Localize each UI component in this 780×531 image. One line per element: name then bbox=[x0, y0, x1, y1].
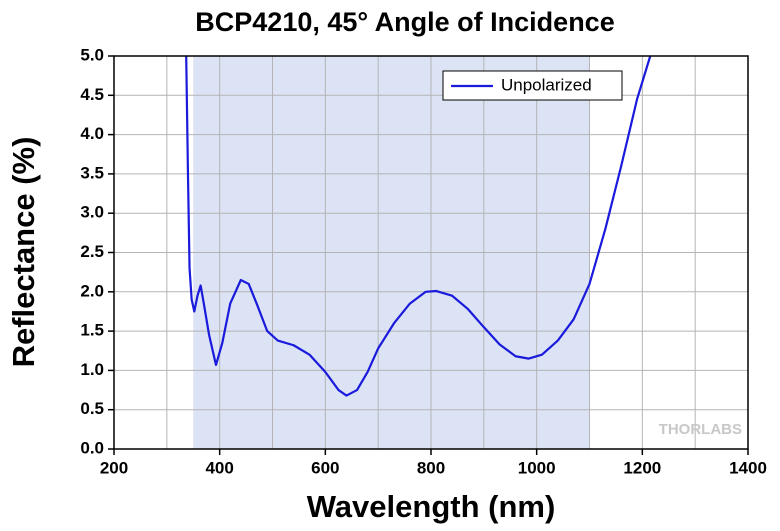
y-tick-label: 3.5 bbox=[80, 163, 104, 182]
x-tick-label: 600 bbox=[311, 458, 339, 477]
x-tick-label: 1000 bbox=[518, 458, 556, 477]
x-tick-label: 400 bbox=[205, 458, 233, 477]
y-tick-label: 1.0 bbox=[80, 360, 104, 379]
plot-area bbox=[185, 56, 652, 397]
y-tick-label: 5.0 bbox=[80, 45, 104, 64]
x-tick-label: 200 bbox=[100, 458, 128, 477]
y-axis-title: Reflectance (%) bbox=[6, 137, 41, 368]
y-tick-label: 0.0 bbox=[80, 438, 104, 457]
y-tick-label: 1.5 bbox=[80, 321, 104, 340]
x-axis-title: Wavelength (nm) bbox=[307, 489, 556, 524]
y-tick-label: 2.0 bbox=[80, 281, 104, 300]
x-tick-label: 800 bbox=[417, 458, 445, 477]
y-tick-label: 2.5 bbox=[80, 242, 104, 261]
y-tick-label: 4.0 bbox=[80, 124, 104, 143]
legend-label: Unpolarized bbox=[501, 75, 592, 94]
y-tick-label: 4.5 bbox=[80, 85, 104, 104]
data-line bbox=[185, 56, 652, 397]
y-tick-label: 0.5 bbox=[80, 399, 104, 418]
x-tick-label: 1400 bbox=[729, 458, 767, 477]
y-tick-label: 3.0 bbox=[80, 203, 104, 222]
watermark: THORLABS bbox=[659, 421, 742, 438]
chart-title: BCP4210, 45° Angle of Incidence bbox=[195, 7, 614, 37]
x-tick-label: 1200 bbox=[623, 458, 661, 477]
